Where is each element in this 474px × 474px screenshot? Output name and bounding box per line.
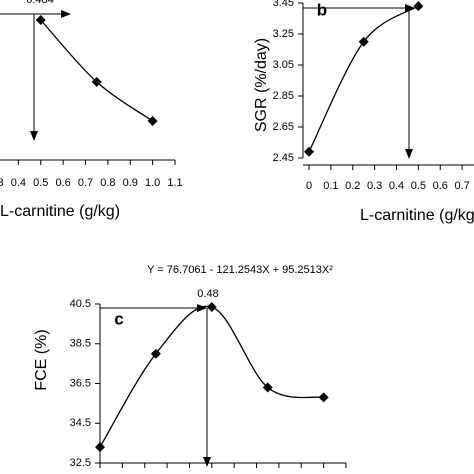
marker — [150, 348, 161, 359]
y-tick-label: 3.45 — [273, 0, 294, 9]
x-tick-label: 1.1 — [167, 177, 182, 189]
marker — [95, 442, 105, 453]
x-tick-label: 0.1 — [323, 180, 338, 192]
marker — [358, 36, 369, 47]
marker — [206, 301, 217, 312]
chart-title: Y = 76.7061 - 121.2543X + 95.2513X² — [147, 264, 333, 276]
y-tick-label: 3.25 — [273, 28, 294, 40]
x-tick-label: 0.6 — [55, 177, 70, 189]
curve — [308, 5, 419, 153]
y-axis-label: FCE (%) — [33, 329, 50, 390]
y-tick-label: 40.5 — [70, 298, 91, 310]
panel-label: b — [317, 0, 327, 19]
x-tick-label: 0.8 — [100, 177, 115, 189]
marker — [413, 1, 424, 12]
y-tick-label: 34.5 — [70, 417, 91, 429]
y-tick-label: 2.45 — [273, 152, 294, 164]
x-axis-label: L-carnitine (g/kg) — [360, 207, 474, 224]
x-axis-label: L-carnitine (g/kg) — [0, 203, 120, 220]
x-tick-label: 0.2 — [345, 180, 360, 192]
x-tick-label: 0.6 — [433, 180, 448, 192]
marker — [91, 76, 102, 87]
y-tick-label: 2.85 — [273, 90, 294, 102]
x-tick-label: 0.3 — [0, 177, 4, 189]
x-tick-label: 0.4 — [389, 180, 404, 192]
curve — [99, 305, 324, 448]
y-tick-label: 36.5 — [70, 377, 91, 389]
y-axis-label: SGR (%/day) — [253, 38, 270, 132]
y-tick-label: 2.65 — [273, 121, 294, 133]
x-tick-label: 0.9 — [123, 177, 138, 189]
x-tick-label: 1.0 — [145, 177, 160, 189]
panel-label: c — [114, 309, 123, 328]
annotation: 0.48 — [197, 288, 218, 300]
marker — [304, 146, 314, 157]
marker — [318, 392, 329, 403]
x-tick-label: 0.4 — [11, 177, 26, 189]
marker — [35, 15, 46, 25]
curve — [40, 19, 153, 122]
annotation: 0.484 — [26, 0, 54, 6]
x-tick-label: 0.5 — [411, 180, 426, 192]
marker — [262, 382, 273, 393]
marker — [147, 115, 158, 126]
x-tick-label: 0.3 — [367, 180, 382, 192]
x-tick-label: 0 — [306, 180, 312, 192]
y-tick-label: 32.5 — [70, 457, 91, 469]
y-tick-label: 38.5 — [70, 338, 91, 350]
y-tick-label: 3.05 — [273, 59, 294, 71]
x-tick-label: 0.7 — [454, 180, 469, 192]
x-tick-label: 0.7 — [78, 177, 93, 189]
x-tick-label: 0.5 — [33, 177, 48, 189]
